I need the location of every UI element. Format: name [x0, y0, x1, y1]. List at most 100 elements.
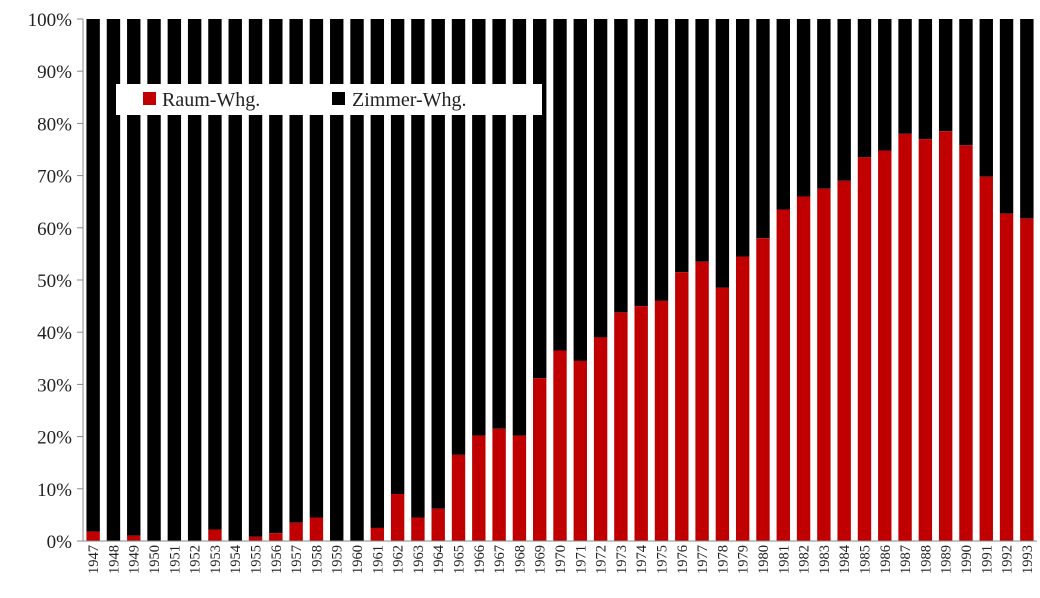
x-tick-label: 1962 [391, 545, 407, 574]
bar-zimmer-1975 [654, 19, 669, 301]
bar-raum-1964 [431, 508, 445, 541]
bar-zimmer-1977 [695, 19, 709, 262]
x-tick-label: 1990 [959, 545, 975, 574]
bar-zimmer-1979 [735, 19, 750, 257]
x-tick-label: 1986 [878, 545, 894, 574]
bar-raum-1957 [289, 522, 303, 541]
x-tick-label: 1956 [269, 545, 285, 574]
bar-zimmer-1951 [167, 19, 182, 541]
bar-raum-1978 [715, 287, 730, 541]
x-tick-label: 1966 [472, 545, 488, 574]
bar-raum-1990 [959, 145, 973, 541]
x-tick-label: 1958 [309, 545, 325, 574]
x-tick-label: 1952 [188, 545, 204, 574]
bar-zimmer-1964 [431, 19, 445, 509]
bars-group [86, 19, 1034, 542]
bar-raum-1953 [208, 529, 222, 541]
y-tick-label: 30% [37, 375, 72, 396]
bar-zimmer-1961 [370, 19, 385, 528]
bar-zimmer-1989 [938, 19, 953, 132]
bar-raum-1970 [553, 350, 567, 541]
legend-label-raum: Raum-Whg. [162, 89, 260, 111]
bar-zimmer-1976 [675, 19, 689, 273]
bar-raum-1958 [309, 517, 324, 541]
x-tick-label: 1980 [756, 545, 772, 574]
bar-raum-1987 [898, 133, 912, 541]
y-axis: 0% 10% 20% 30% 40% 50% 60% 70% 80% 90% 100% [28, 10, 84, 553]
x-tick-label: 1960 [350, 545, 366, 574]
bar-raum-1965 [451, 454, 466, 541]
x-tick-label: 1975 [654, 545, 670, 574]
y-tick-label: 80% [37, 114, 72, 135]
bar-zimmer-1968 [512, 19, 527, 436]
bar-zimmer-1947 [86, 19, 100, 532]
bar-raum-1949 [127, 535, 141, 541]
bar-zimmer-1974 [634, 19, 648, 307]
bar-raum-1979 [735, 256, 750, 541]
y-tick-label: 0% [47, 532, 73, 553]
legend: Raum-Whg. Zimmer-Whg. [116, 84, 542, 115]
y-tick-label: 40% [37, 323, 72, 344]
x-tick-label: 1957 [289, 545, 305, 574]
bar-raum-1962 [390, 494, 405, 541]
bar-raum-1975 [654, 300, 669, 541]
bar-raum-1968 [512, 435, 527, 541]
bar-raum-1980 [756, 238, 770, 542]
bar-zimmer-1984 [837, 19, 851, 181]
x-tick-label: 1993 [1020, 545, 1036, 574]
bar-zimmer-1971 [573, 19, 587, 361]
x-tick-label: 1979 [736, 545, 752, 574]
bar-zimmer-1969 [533, 19, 547, 379]
bar-zimmer-1957 [289, 19, 303, 523]
bar-raum-1974 [634, 306, 648, 541]
bar-zimmer-1992 [999, 19, 1014, 214]
y-tick-label: 60% [37, 219, 72, 240]
bar-raum-1988 [918, 139, 933, 541]
bar-raum-1967 [492, 428, 506, 541]
x-tick-label: 1991 [979, 545, 995, 574]
bar-zimmer-1960 [350, 19, 364, 541]
bar-zimmer-1973 [614, 19, 628, 313]
legend-box [116, 84, 542, 115]
bar-raum-1973 [614, 312, 628, 541]
x-tick-label: 1976 [675, 545, 691, 574]
bar-zimmer-1963 [411, 19, 425, 518]
x-tick-label: 1982 [797, 545, 813, 574]
x-tick-label: 1965 [452, 545, 468, 574]
bar-zimmer-1978 [715, 19, 730, 288]
x-tick-label: 1989 [939, 545, 955, 574]
x-axis: 1947 1948 1949 1950 1951 1952 1953 1954 1955 1956… [83, 540, 1037, 574]
bar-raum-1977 [695, 261, 709, 541]
bar-zimmer-1970 [553, 19, 567, 351]
bar-zimmer-1991 [979, 19, 993, 177]
bar-zimmer-1986 [878, 19, 892, 151]
x-tick-label: 1959 [330, 545, 346, 574]
bar-raum-1963 [411, 517, 425, 541]
x-tick-label: 1974 [634, 544, 650, 574]
bar-zimmer-1952 [187, 19, 202, 541]
bar-raum-1992 [999, 213, 1014, 541]
bar-raum-1983 [817, 188, 831, 541]
y-tick-label: 10% [37, 480, 72, 501]
bar-raum-1984 [837, 180, 851, 541]
bar-zimmer-1958 [309, 19, 324, 518]
x-tick-label: 1955 [249, 545, 265, 574]
legend-swatch-raum [143, 92, 156, 105]
x-tick-label: 1988 [918, 545, 934, 574]
bar-zimmer-1982 [796, 19, 811, 197]
x-tick-label: 1972 [594, 545, 610, 574]
bar-zimmer-1987 [898, 19, 912, 134]
bar-zimmer-1949 [127, 19, 141, 536]
bar-zimmer-1956 [269, 19, 283, 534]
bar-zimmer-1959 [330, 19, 344, 541]
x-tick-label: 1947 [86, 545, 102, 574]
bar-raum-1991 [979, 176, 993, 541]
bar-zimmer-1950 [147, 19, 161, 541]
bar-zimmer-1985 [857, 19, 872, 158]
bar-raum-1982 [796, 196, 811, 542]
y-tick-label: 100% [28, 10, 73, 31]
bar-zimmer-1983 [817, 19, 831, 189]
x-tick-label: 1985 [857, 545, 873, 574]
x-tick-label: 1968 [512, 545, 528, 574]
